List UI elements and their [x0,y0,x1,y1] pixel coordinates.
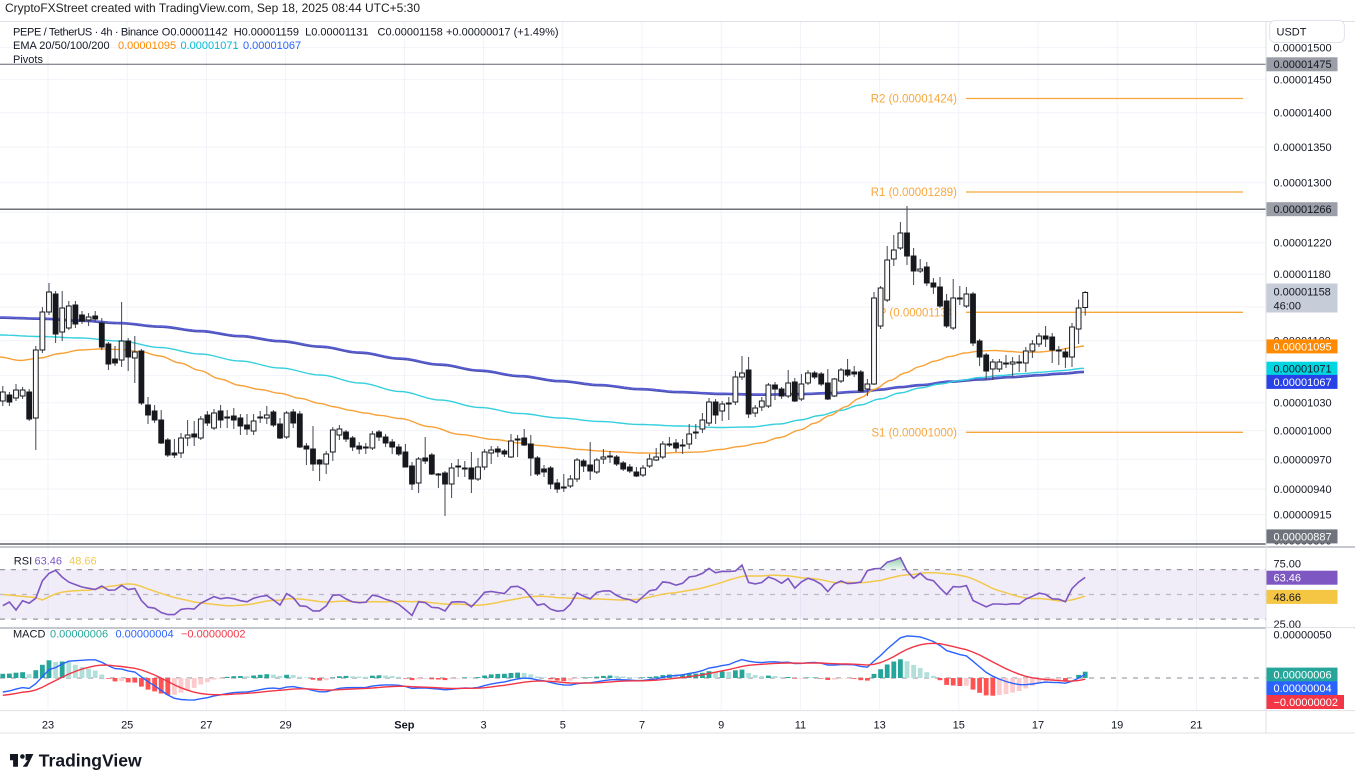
svg-text:27: 27 [200,720,212,732]
svg-text:Pivots: Pivots [13,54,43,66]
svg-text:63.46: 63.46 [35,556,63,568]
svg-text:0.00000915: 0.00000915 [1274,510,1332,522]
svg-text:R2 (0.00001424): R2 (0.00001424) [871,94,957,106]
svg-text:MACD: MACD [13,629,45,641]
svg-text:H0.00001159: H0.00001159 [234,27,299,39]
svg-text:0.00001071: 0.00001071 [1274,364,1332,376]
svg-text:0.00001067: 0.00001067 [243,40,301,52]
svg-text:0.00000006: 0.00000006 [50,629,108,641]
svg-text:48.66: 48.66 [69,556,97,568]
svg-text:9: 9 [718,720,724,732]
svg-text:0.00000006: 0.00000006 [1274,670,1332,682]
svg-text:0.00001000: 0.00001000 [1274,426,1332,438]
svg-text:0.00001180: 0.00001180 [1274,269,1331,281]
svg-text:0.00000970: 0.00000970 [1274,454,1332,466]
svg-text:0.00000004: 0.00000004 [1274,683,1332,695]
svg-text:0.00001095: 0.00001095 [118,40,176,52]
svg-text:USDT: USDT [1277,27,1307,39]
svg-text:23: 23 [42,720,54,732]
svg-text:TradingView: TradingView [39,750,142,770]
svg-text:0.00000940: 0.00000940 [1274,484,1332,496]
svg-text:19: 19 [1111,720,1123,732]
svg-text:0.00001067: 0.00001067 [1274,377,1332,389]
svg-text:3: 3 [481,720,487,732]
svg-text:11: 11 [795,720,806,732]
svg-text:15: 15 [953,720,965,732]
svg-text:48.66: 48.66 [1274,592,1302,604]
svg-text:75.00: 75.00 [1274,558,1302,570]
svg-text:+0.00000017 (+1.49%): +0.00000017 (+1.49%) [446,27,559,39]
svg-text:0.00000887: 0.00000887 [1274,531,1332,543]
svg-text:0.00000050: 0.00000050 [1274,629,1332,641]
svg-text:C0.00001158: C0.00001158 [378,27,443,39]
svg-text:63.46: 63.46 [1274,573,1302,585]
svg-text:EMA 20/50/100/200: EMA 20/50/100/200 [13,40,110,52]
svg-text:21: 21 [1190,720,1202,732]
svg-text:O0.00001142: O0.00001142 [162,27,228,39]
svg-text:R1 (0.00001289): R1 (0.00001289) [871,187,957,199]
svg-text:PEPE / TetherUS · 4h · Binance: PEPE / TetherUS · 4h · Binance [13,27,158,39]
svg-text:0.00001450: 0.00001450 [1274,75,1332,87]
svg-text:0.00001030: 0.00001030 [1274,398,1332,410]
svg-text:0.00000004: 0.00000004 [116,629,174,641]
svg-text:0.00001158: 0.00001158 [1274,286,1331,298]
svg-text:0.00001500: 0.00001500 [1274,43,1332,55]
svg-text:0.00001400: 0.00001400 [1274,108,1332,120]
svg-text:S1 (0.00001000): S1 (0.00001000) [871,427,957,439]
svg-text:L0.00001131: L0.00001131 [305,27,368,39]
svg-text:17: 17 [1032,720,1044,732]
svg-text:−0.00000002: −0.00000002 [1274,697,1339,709]
svg-text:29: 29 [279,720,291,732]
svg-text:0.00001300: 0.00001300 [1274,178,1332,190]
svg-text:−0.00000002: −0.00000002 [181,629,246,641]
svg-text:0.00001266: 0.00001266 [1274,204,1332,216]
svg-text:0.00001095: 0.00001095 [1274,341,1332,353]
svg-text:0.00001475: 0.00001475 [1274,59,1332,71]
svg-text:7: 7 [639,720,645,732]
svg-text:13: 13 [873,720,885,732]
svg-text:P (0.00001134): P (0.00001134) [879,307,957,319]
svg-text:RSI: RSI [14,556,32,568]
svg-text:Sep: Sep [394,720,414,732]
svg-text:25: 25 [121,720,133,732]
svg-text:46:00: 46:00 [1274,300,1302,312]
svg-text:5: 5 [560,720,566,732]
svg-text:0.00001220: 0.00001220 [1274,238,1332,250]
svg-text:0.00001350: 0.00001350 [1274,142,1332,154]
svg-text:0.00001071: 0.00001071 [181,40,239,52]
